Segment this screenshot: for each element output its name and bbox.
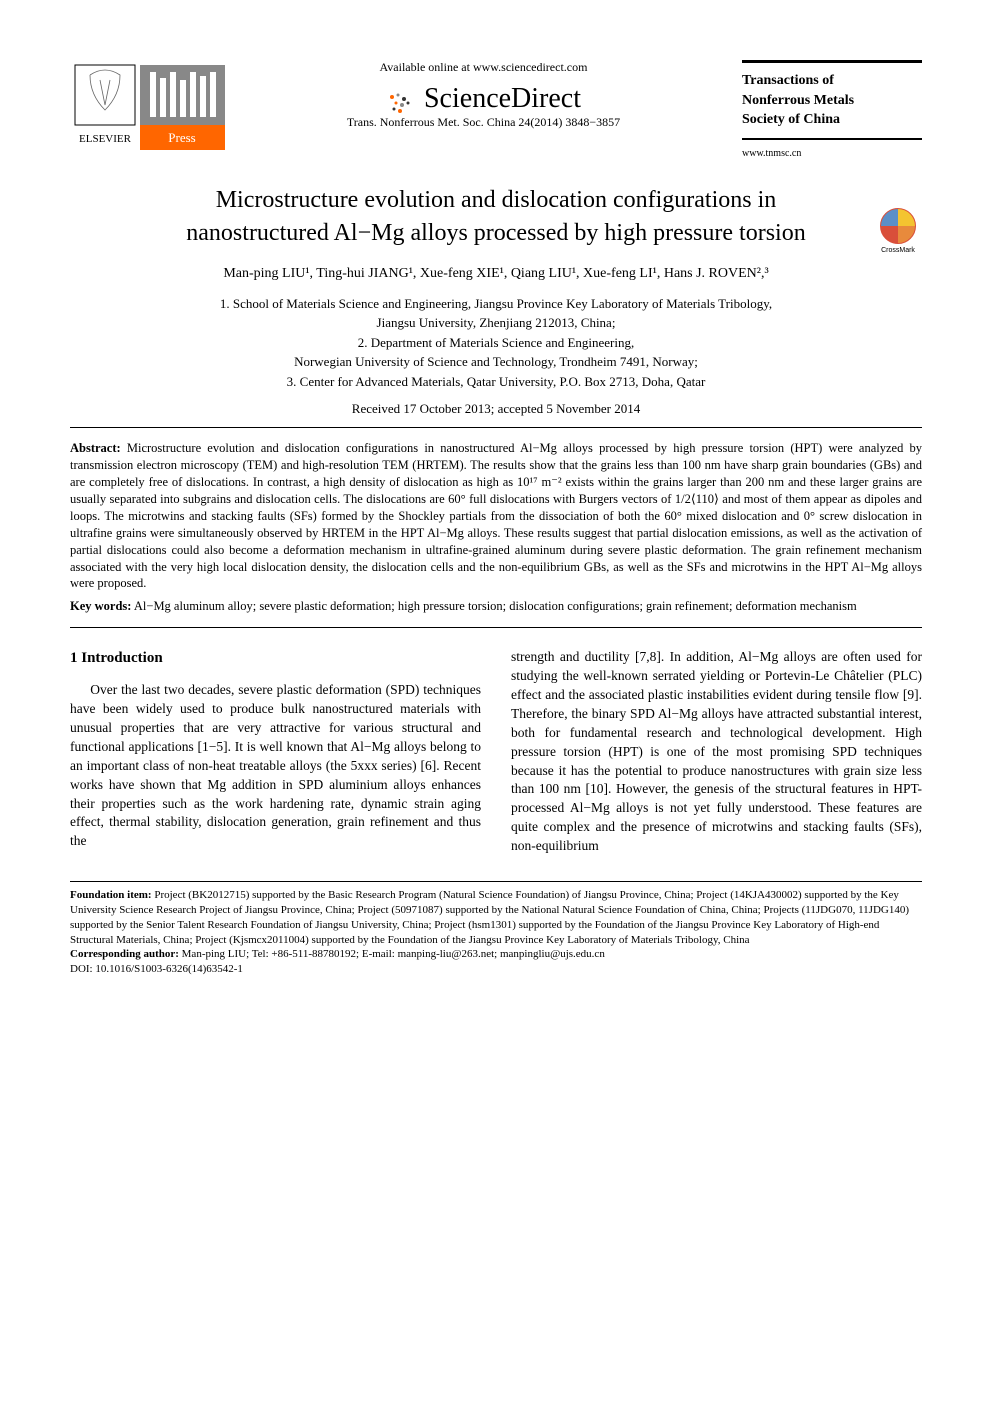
keywords-paragraph: Key words: Al−Mg aluminum alloy; severe … — [70, 598, 922, 615]
publisher-logos: ELSEVIER Science Press — [70, 60, 225, 150]
doi: DOI: 10.1016/S1003-6326(14)63542-1 — [70, 962, 922, 977]
sciencedirect-dots-icon — [386, 91, 416, 115]
science-press-logo: Science Press — [140, 60, 225, 150]
left-column: 1 Introduction Over the last two decades… — [70, 648, 481, 856]
title-container: Microstructure evolution and dislocation… — [70, 184, 922, 251]
journal-title-line: Transactions of — [742, 71, 922, 91]
affiliation-line: 2. Department of Materials Science and E… — [70, 333, 922, 353]
footer-block: Foundation item: Project (BK2012715) sup… — [70, 881, 922, 977]
body-columns: 1 Introduction Over the last two decades… — [70, 648, 922, 856]
keywords-text: Al−Mg aluminum alloy; severe plastic def… — [134, 599, 857, 613]
journal-title-line: Nonferrous Metals — [742, 91, 922, 111]
affiliation-line: Norwegian University of Science and Tech… — [70, 352, 922, 372]
abstract-label: Abstract: — [70, 441, 121, 455]
abstract-block: Abstract: Microstructure evolution and d… — [70, 427, 922, 628]
keywords-label: Key words: — [70, 599, 131, 613]
corresponding-text: Man-ping LIU; Tel: +86-511-88780192; E-m… — [182, 948, 605, 960]
right-column: strength and ductility [7,8]. In additio… — [511, 648, 922, 856]
elsevier-text: ELSEVIER — [79, 133, 132, 145]
intro-paragraph-right: strength and ductility [7,8]. In additio… — [511, 648, 922, 856]
elsevier-logo: ELSEVIER — [70, 60, 140, 150]
article-title: Microstructure evolution and dislocation… — [70, 184, 922, 251]
corresponding-author: Corresponding author: Man-ping LIU; Tel:… — [70, 947, 922, 962]
received-dates: Received 17 October 2013; accepted 5 Nov… — [70, 401, 922, 417]
header-row: ELSEVIER Science Press Available online … — [70, 60, 922, 159]
affiliation-line: Jiangsu University, Zhenjiang 212013, Ch… — [70, 313, 922, 333]
affiliation-line: 3. Center for Advanced Materials, Qatar … — [70, 372, 922, 392]
abstract-text: Microstructure evolution and dislocation… — [70, 441, 922, 590]
svg-text:CrossMark: CrossMark — [881, 247, 915, 254]
sciencedirect-block: Available online at www.sciencedirect.co… — [225, 60, 742, 130]
authors-list: Man-ping LIU¹, Ting-hui JIANG¹, Xue-feng… — [70, 266, 922, 282]
affiliations: 1. School of Materials Science and Engin… — [70, 294, 922, 392]
abstract-paragraph: Abstract: Microstructure evolution and d… — [70, 440, 922, 592]
foundation-label: Foundation item: — [70, 889, 152, 901]
journal-title-block: Transactions of Nonferrous Metals Societ… — [742, 60, 922, 159]
crossmark-icon[interactable]: CrossMark — [874, 206, 922, 254]
title-line-2: nanostructured Al−Mg alloys processed by… — [186, 220, 805, 246]
affiliation-line: 1. School of Materials Science and Engin… — [70, 294, 922, 314]
intro-paragraph-left: Over the last two decades, severe plasti… — [70, 681, 481, 851]
sciencedirect-text: ScienceDirect — [424, 83, 581, 114]
journal-reference: Trans. Nonferrous Met. Soc. China 24(201… — [245, 115, 722, 130]
section-1-heading: 1 Introduction — [70, 648, 481, 669]
corresponding-label: Corresponding author: — [70, 948, 179, 960]
foundation-text: Project (BK2012715) supported by the Bas… — [70, 889, 909, 946]
journal-url[interactable]: www.tnmsc.cn — [742, 148, 922, 159]
foundation-item: Foundation item: Project (BK2012715) sup… — [70, 888, 922, 947]
sciencedirect-logo: ScienceDirect — [245, 83, 722, 115]
svg-text:Press: Press — [168, 130, 195, 145]
available-online-text: Available online at www.sciencedirect.co… — [245, 60, 722, 75]
journal-title-line: Society of China — [742, 110, 922, 130]
title-line-1: Microstructure evolution and dislocation… — [216, 187, 777, 213]
